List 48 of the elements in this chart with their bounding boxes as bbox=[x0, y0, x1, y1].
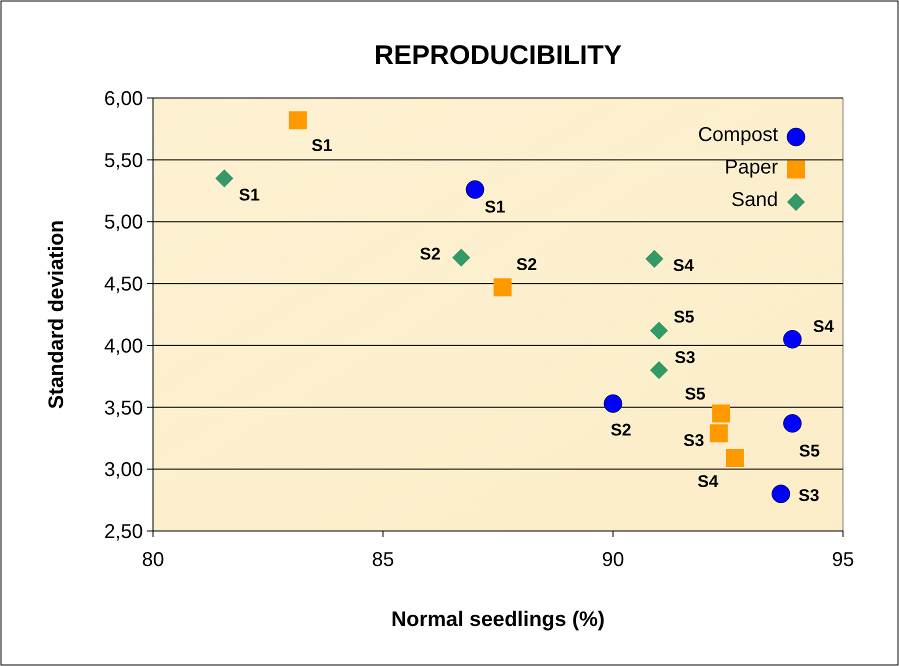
annotation: S2 bbox=[610, 420, 632, 440]
point bbox=[604, 394, 622, 413]
point bbox=[650, 361, 668, 380]
y-tick-label: 4,00 bbox=[104, 335, 143, 358]
x-tick-label: 80 bbox=[142, 549, 164, 571]
point bbox=[288, 111, 307, 130]
annotation: S1 bbox=[312, 136, 332, 156]
point bbox=[783, 330, 802, 348]
point bbox=[710, 424, 728, 442]
point bbox=[772, 484, 790, 504]
annotation: S2 bbox=[516, 255, 537, 274]
annotation: S4 bbox=[698, 472, 719, 491]
point bbox=[452, 248, 470, 267]
legend-label: Compost bbox=[698, 124, 778, 146]
legend-label: Paper bbox=[724, 156, 778, 178]
annotation: S5 bbox=[684, 384, 706, 404]
point bbox=[494, 278, 512, 296]
y-tick-label: 5,50 bbox=[104, 150, 143, 172]
point bbox=[783, 414, 802, 433]
x-axis-title: Normal seedlings (%) bbox=[391, 608, 605, 631]
annotation: S3 bbox=[674, 348, 696, 368]
annotation: S4 bbox=[813, 317, 834, 336]
point bbox=[650, 322, 668, 340]
annotation: S1 bbox=[484, 198, 506, 216]
y-tick-label: 5,00 bbox=[104, 212, 143, 234]
chart-title: REPRODUCIBILITY bbox=[374, 40, 622, 70]
point bbox=[712, 404, 730, 422]
y-tick-label: 3,00 bbox=[104, 459, 143, 482]
x-tick-label: 90 bbox=[602, 549, 624, 571]
y-tick-label: 4,50 bbox=[104, 274, 143, 296]
y-tick-label: 6,00 bbox=[104, 88, 143, 110]
x-tick-label: 95 bbox=[832, 549, 854, 571]
y-tick-label: 3,50 bbox=[104, 397, 143, 420]
legend-label: Sand bbox=[731, 189, 778, 211]
y-tick-label: 2,50 bbox=[104, 521, 143, 543]
y-axis-title: Standard deviation bbox=[45, 220, 68, 410]
point bbox=[645, 250, 664, 268]
annotation: S1 bbox=[238, 185, 260, 204]
point bbox=[726, 449, 744, 468]
annotation: S4 bbox=[673, 256, 694, 275]
annotation: S5 bbox=[799, 441, 820, 460]
annotation: S5 bbox=[674, 308, 694, 327]
x-tick-label: 85 bbox=[372, 549, 394, 571]
point bbox=[466, 180, 484, 199]
annotation: S2 bbox=[420, 244, 441, 264]
annotation: S3 bbox=[798, 486, 820, 505]
annotation: S3 bbox=[683, 431, 704, 450]
point bbox=[215, 169, 234, 188]
